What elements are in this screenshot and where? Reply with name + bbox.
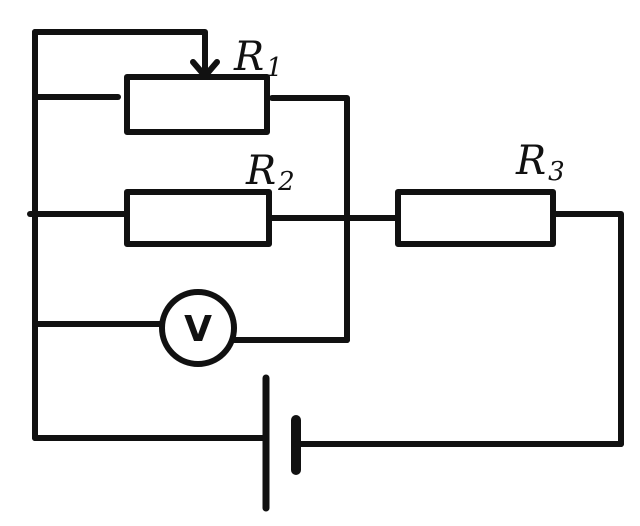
- resistor-r3: [395, 189, 556, 247]
- r2-label: R2: [245, 148, 295, 197]
- r3-right-wire: [550, 211, 624, 447]
- r1-right-wire: [269, 95, 350, 343]
- r1-label: R1: [233, 34, 283, 83]
- slider-top-wire: [32, 29, 208, 73]
- voltmeter-icon: [159, 289, 237, 367]
- r3-label: R3: [515, 138, 565, 187]
- voltmeter-label: V: [184, 309, 212, 350]
- resistor-r1: [124, 74, 270, 135]
